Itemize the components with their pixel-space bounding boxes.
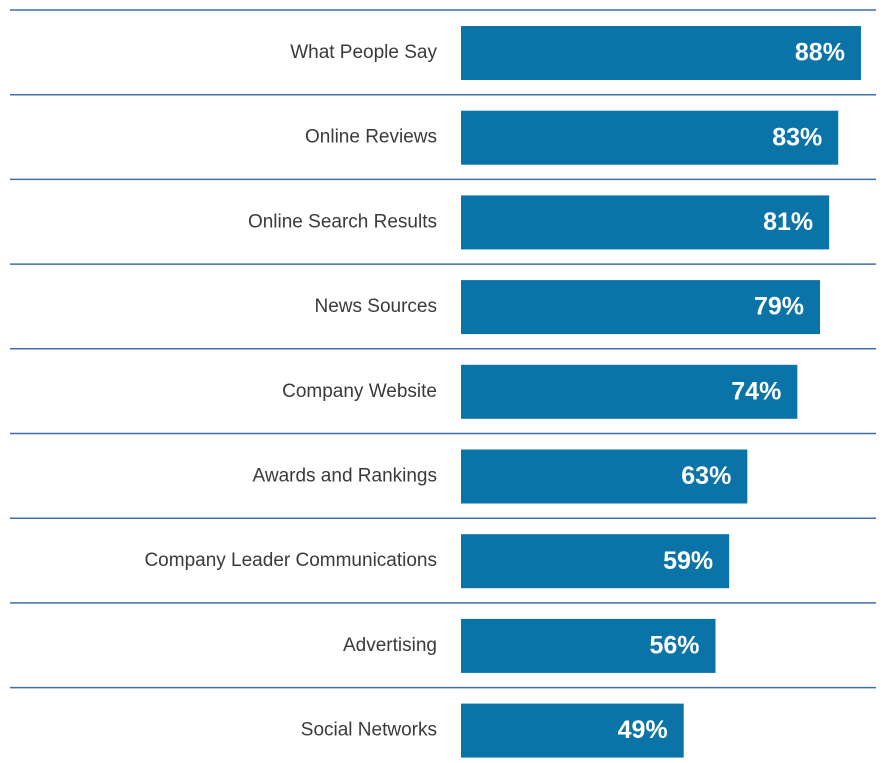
value-label: 88%	[795, 39, 845, 67]
category-label: News Sources	[315, 296, 438, 317]
bar	[461, 703, 684, 758]
category-label: Company Leader Communications	[144, 550, 437, 571]
category-label: Advertising	[343, 635, 437, 656]
bar	[461, 280, 821, 335]
category-label: What People Say	[290, 42, 437, 63]
category-label: Online Reviews	[305, 127, 437, 148]
bar	[461, 110, 839, 165]
bar	[461, 26, 861, 80]
value-label: 56%	[649, 632, 699, 660]
value-label: 59%	[663, 547, 713, 575]
bar	[461, 534, 730, 589]
category-label: Online Search Results	[248, 211, 437, 232]
value-label: 83%	[772, 123, 822, 151]
value-label: 49%	[618, 716, 668, 744]
bar	[461, 618, 716, 673]
bar	[461, 364, 798, 419]
bar	[461, 449, 748, 504]
category-label: Company Website	[282, 381, 437, 402]
category-label: Social Networks	[301, 720, 437, 741]
value-label: 74%	[731, 377, 781, 405]
bar	[461, 195, 830, 250]
value-label: 81%	[763, 208, 813, 236]
value-label: 63%	[681, 462, 731, 490]
value-label: 79%	[754, 293, 804, 321]
category-label: Awards and Rankings	[253, 466, 437, 487]
